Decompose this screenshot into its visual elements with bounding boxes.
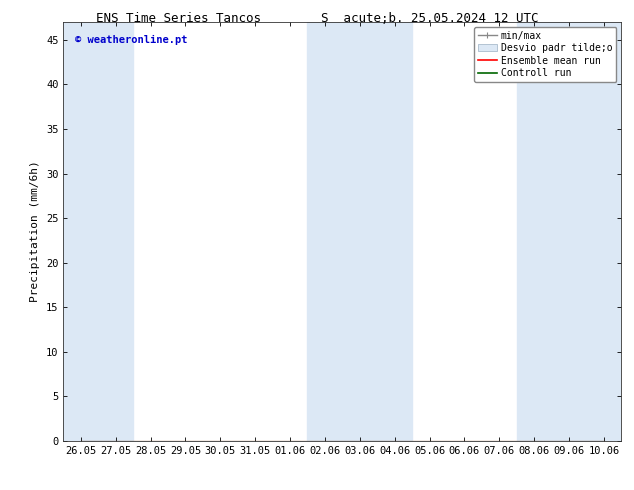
Bar [517,22,621,441]
Legend: min/max, Desvio padr tilde;o, Ensemble mean run, Controll run: min/max, Desvio padr tilde;o, Ensemble m… [474,27,616,82]
Text: © weatheronline.pt: © weatheronline.pt [75,35,187,45]
Text: ENS Time Series Tancos        S  acute;b. 25.05.2024 12 UTC: ENS Time Series Tancos S acute;b. 25.05.… [96,12,538,25]
Y-axis label: Precipitation (mm/6h): Precipitation (mm/6h) [30,161,41,302]
Bar [63,22,133,441]
Bar [307,22,412,441]
